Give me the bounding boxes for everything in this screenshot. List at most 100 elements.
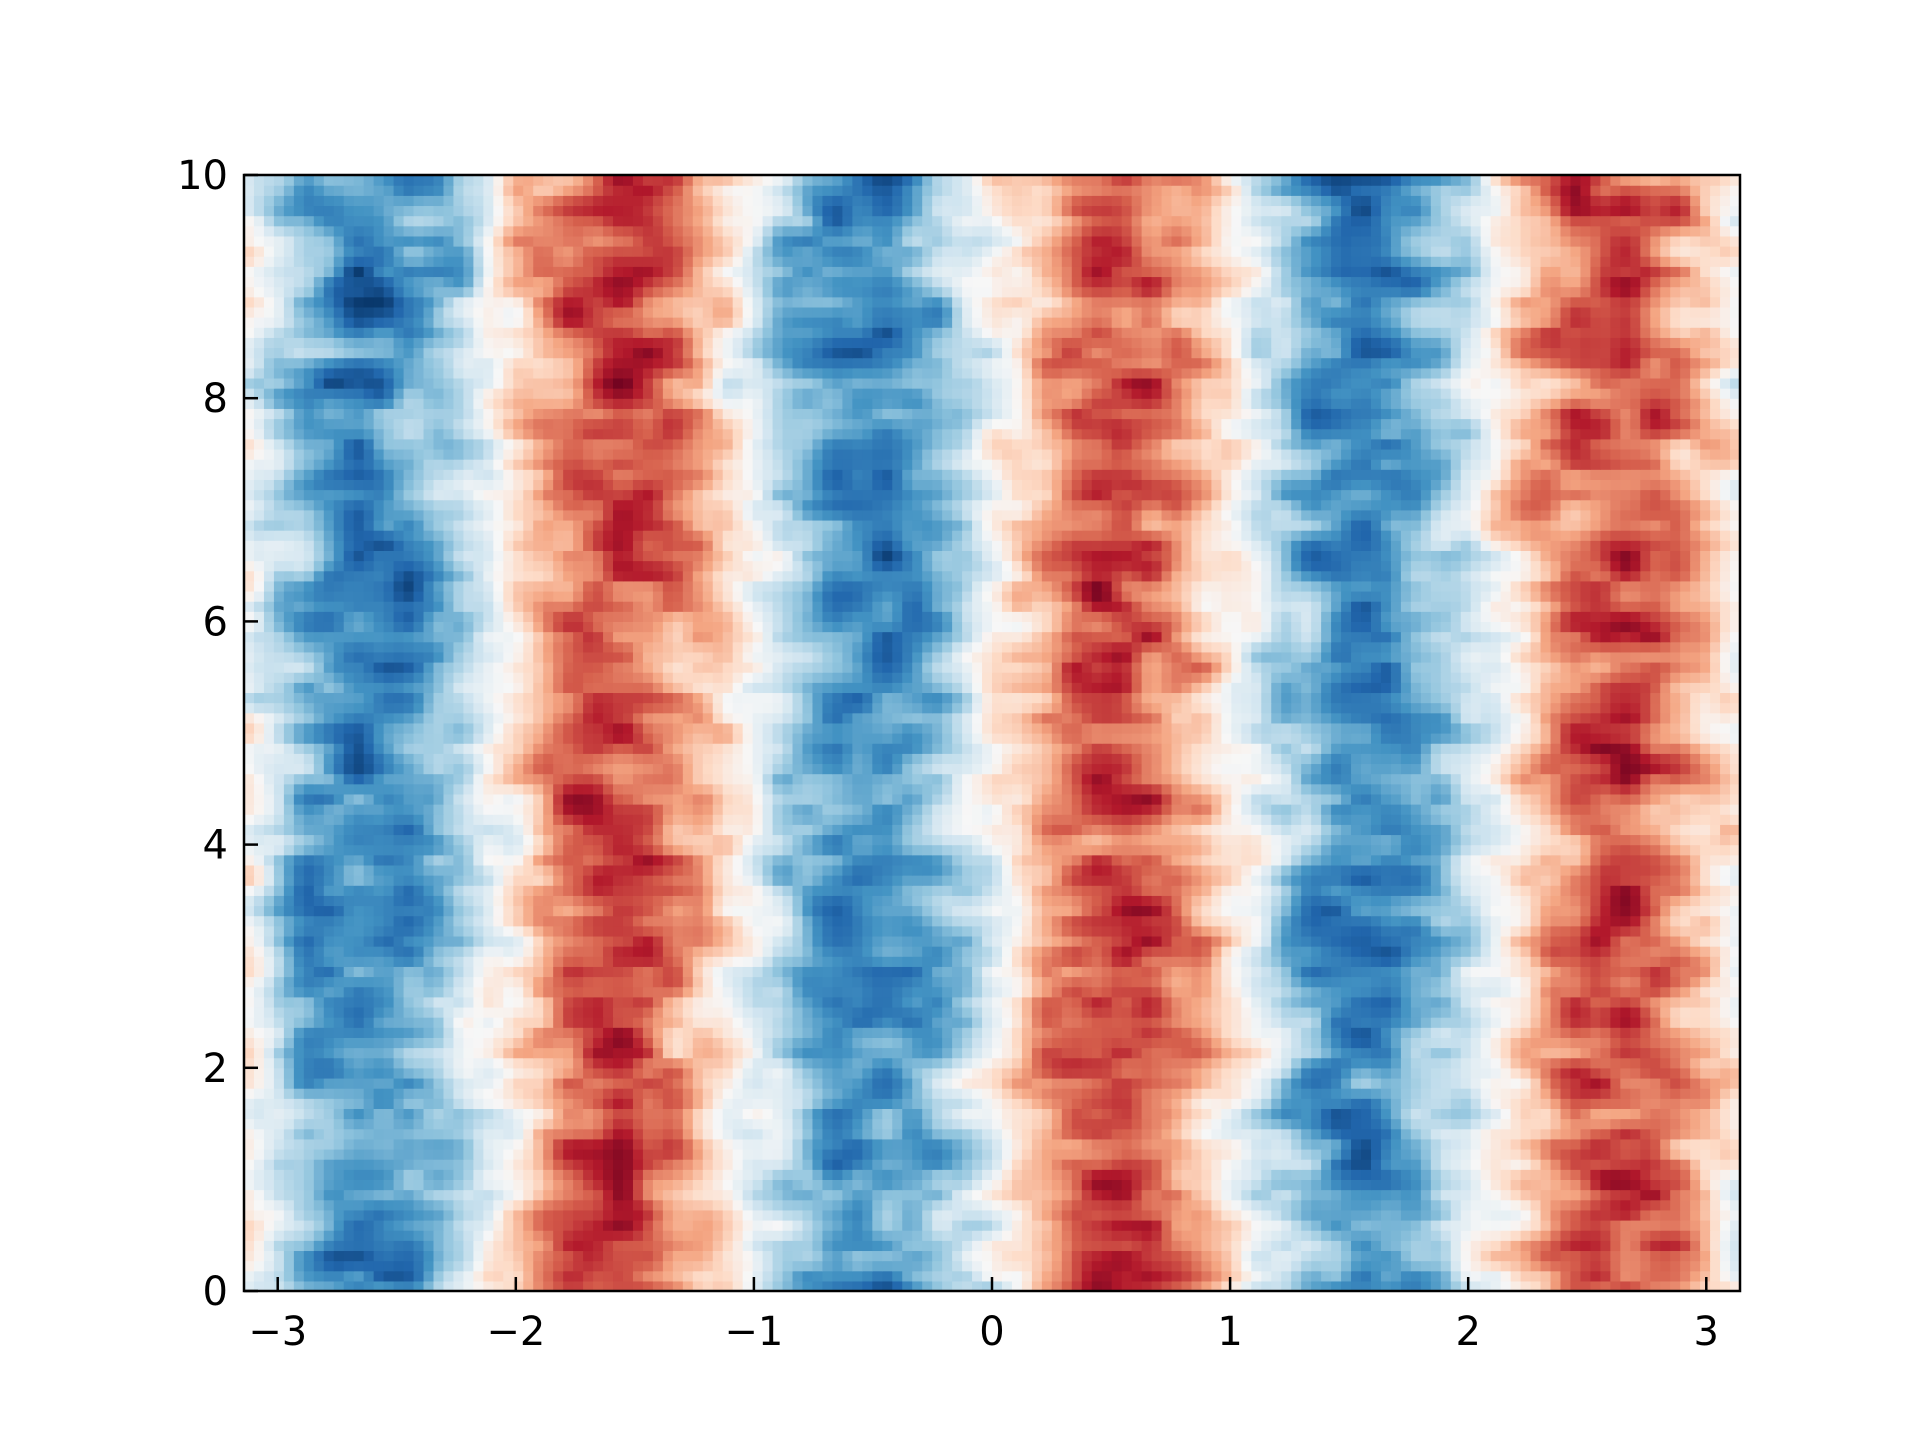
heatmap-cell (523, 966, 534, 978)
heatmap-cell (1460, 1240, 1472, 1252)
heatmap-cell (1311, 1098, 1322, 1109)
heatmap-cell (752, 986, 764, 998)
heatmap-cell (1011, 1017, 1023, 1028)
heatmap-cell (1221, 996, 1232, 1008)
heatmap-cell (1480, 1169, 1492, 1180)
heatmap-cell (932, 1047, 943, 1059)
heatmap-cell (912, 1250, 923, 1262)
heatmap-cell (1710, 1047, 1721, 1059)
heatmap-cell (732, 1260, 744, 1272)
heatmap-cell (1640, 1230, 1651, 1241)
heatmap-cell (1590, 1250, 1601, 1262)
heatmap-cell (1410, 1280, 1422, 1291)
heatmap-cell (1430, 1169, 1442, 1180)
heatmap-cell (593, 1017, 604, 1028)
heatmap-cell (503, 1209, 514, 1221)
heatmap-cell (912, 966, 923, 978)
heatmap-cell (563, 1047, 574, 1059)
heatmap-cell (1630, 1219, 1641, 1231)
heatmap-cell (662, 1230, 674, 1241)
heatmap-cell (423, 1057, 435, 1069)
heatmap-cell (1720, 996, 1731, 1008)
heatmap-cell (283, 1108, 295, 1120)
heatmap-cell (244, 1027, 255, 1038)
heatmap-cell (862, 1027, 873, 1038)
heatmap-cell (613, 1250, 624, 1262)
heatmap-cell (732, 1199, 744, 1211)
heatmap-cell (583, 1128, 594, 1140)
heatmap-cell (782, 1057, 794, 1069)
heatmap-cell (1680, 986, 1691, 998)
heatmap-cell (672, 1179, 684, 1191)
heatmap-cell (1121, 1260, 1133, 1272)
heatmap-cell (1361, 1118, 1372, 1130)
heatmap-cell (1490, 966, 1502, 978)
heatmap-cell (1201, 1027, 1213, 1038)
heatmap-cell (902, 1148, 913, 1160)
heatmap-cell (732, 1027, 744, 1038)
heatmap-cell (393, 1189, 405, 1201)
heatmap-cell (1540, 1138, 1552, 1150)
heatmap-cell (872, 1250, 883, 1262)
heatmap-cell (752, 1148, 764, 1160)
heatmap-cell (1470, 1077, 1482, 1089)
heatmap-cell (732, 1280, 744, 1291)
heatmap-cell (872, 1037, 883, 1049)
heatmap-cell (473, 1128, 484, 1140)
heatmap-cell (1301, 1270, 1312, 1282)
heatmap-cell (273, 1148, 285, 1160)
heatmap-cell (363, 1057, 375, 1069)
heatmap-cell (962, 1209, 973, 1221)
heatmap-cell (383, 946, 395, 957)
heatmap-cell (1690, 1250, 1701, 1262)
heatmap-cell (1490, 1169, 1502, 1180)
heatmap-cell (1141, 956, 1153, 967)
heatmap-cell (1710, 1138, 1721, 1150)
heatmap-cell (1041, 1189, 1053, 1201)
heatmap-cell (1700, 1118, 1711, 1130)
heatmap-cell (922, 1138, 933, 1150)
heatmap-cell (1161, 1159, 1173, 1170)
heatmap-cell (1620, 1098, 1631, 1109)
heatmap-cell (852, 1199, 863, 1211)
heatmap-cell (553, 976, 564, 988)
heatmap-cell (792, 1088, 804, 1099)
heatmap-cell (1351, 1148, 1362, 1160)
heatmap-cell (1430, 986, 1442, 998)
heatmap-cell (792, 1270, 804, 1282)
heatmap-cell (1091, 1077, 1103, 1089)
heatmap-cell (1291, 1077, 1302, 1089)
heatmap-cell (593, 1159, 604, 1170)
heatmap-cell (1351, 1047, 1362, 1059)
heatmap-cell (922, 1230, 933, 1241)
heatmap-cell (792, 1179, 804, 1191)
heatmap-cell (932, 1098, 943, 1109)
heatmap-cell (1560, 976, 1572, 988)
heatmap-cell (1650, 1047, 1661, 1059)
heatmap-cell (712, 1260, 724, 1272)
heatmap-cell (1151, 1108, 1163, 1120)
heatmap-cell (1630, 996, 1641, 1008)
heatmap-cell (1231, 1189, 1242, 1201)
heatmap-cell (533, 1037, 544, 1049)
heatmap-cell (323, 1108, 335, 1120)
heatmap-cell (1630, 1037, 1641, 1049)
heatmap-cell (1530, 1148, 1542, 1160)
heatmap-cell (752, 1159, 764, 1170)
heatmap-cell (1480, 1077, 1492, 1089)
heatmap-cell (1620, 1027, 1631, 1038)
heatmap-cell (363, 1108, 375, 1120)
heatmap-cell (1131, 1017, 1143, 1028)
heatmap-cell (762, 996, 774, 1008)
heatmap-cell (812, 966, 824, 978)
heatmap-cell (1520, 1240, 1532, 1252)
heatmap-cell (622, 996, 634, 1008)
heatmap-cell (1261, 1088, 1272, 1099)
heatmap-cell (732, 1077, 744, 1089)
heatmap-cell (1390, 1027, 1402, 1038)
heatmap-cell (443, 996, 455, 1008)
heatmap-cell (1510, 1230, 1522, 1241)
heatmap-cell (1720, 1250, 1731, 1262)
heatmap-cell (712, 1230, 724, 1241)
heatmap-cell (942, 1027, 953, 1038)
